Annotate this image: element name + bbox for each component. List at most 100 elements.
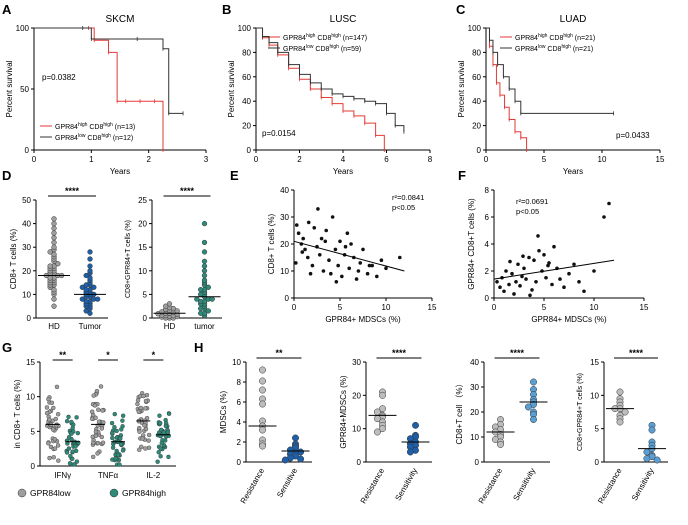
data-point	[327, 258, 331, 263]
y-tick-label: 40	[280, 186, 289, 195]
regression-line	[493, 259, 615, 280]
group-label: Resistance	[359, 466, 387, 505]
data-point	[562, 285, 566, 290]
panel-label-a: A	[2, 2, 12, 17]
legend-part: high	[563, 33, 573, 39]
data-point	[161, 430, 167, 435]
y-tick-label: 0	[237, 458, 242, 467]
data-point	[518, 284, 522, 288]
data-point	[120, 418, 125, 423]
data-point	[406, 448, 414, 456]
significance-stars: **	[59, 350, 67, 360]
data-point	[99, 434, 104, 440]
data-point	[259, 377, 266, 385]
data-point	[109, 420, 115, 426]
data-point	[95, 296, 101, 302]
y-axis-label: MDSCs (%)	[219, 391, 228, 434]
data-point	[205, 308, 211, 314]
data-point	[44, 410, 50, 416]
x-tick-label: 5	[542, 303, 547, 312]
data-point	[163, 303, 169, 309]
legend-label: GPR84high CD8high (n=147)	[283, 33, 367, 42]
data-point	[51, 216, 57, 222]
data-point	[93, 429, 99, 435]
data-point	[93, 433, 99, 438]
y-tick-label: 40	[22, 220, 31, 229]
data-point	[117, 462, 122, 467]
data-point	[137, 447, 142, 452]
y-tick-label: 0	[477, 146, 482, 155]
legend-part: (n=21)	[573, 35, 595, 42]
legend-part: (n=21)	[571, 46, 593, 53]
y-tick-label: 0	[485, 294, 490, 303]
y-tick-label: 5	[31, 427, 36, 436]
p-value: p<0.05	[516, 207, 539, 216]
y-tick-label: 2	[237, 438, 242, 447]
data-point	[137, 425, 142, 431]
data-point	[87, 256, 93, 262]
legend-part: high	[306, 33, 316, 39]
data-point	[118, 436, 123, 441]
data-point	[91, 284, 97, 290]
y-axis-label: Percent survival	[457, 60, 466, 117]
data-point	[527, 255, 531, 260]
data-point	[198, 298, 204, 305]
data-point	[340, 274, 344, 279]
data-point	[115, 452, 121, 458]
chart-title: LUAD	[560, 14, 587, 25]
data-point	[542, 253, 546, 257]
y-tick-label: 10	[352, 425, 361, 434]
x-tick-label: 2	[297, 155, 302, 164]
data-point	[157, 413, 162, 418]
data-point	[110, 445, 116, 450]
y-tick-label: 10	[280, 267, 289, 276]
data-point	[497, 441, 504, 448]
data-point	[92, 403, 98, 408]
data-point	[379, 405, 386, 413]
r-squared: r²=0.0841	[392, 193, 424, 202]
data-point	[530, 378, 537, 386]
legend-part: high	[103, 122, 113, 128]
data-point	[495, 280, 499, 284]
data-point	[87, 249, 93, 255]
data-point	[112, 411, 117, 417]
data-point	[398, 255, 402, 260]
data-point	[135, 401, 140, 407]
x-tick-label: 4	[341, 155, 346, 164]
y-tick-label: 0	[595, 458, 600, 467]
y-tick-label: 40	[472, 97, 481, 106]
data-point	[47, 263, 53, 269]
y-tick-label: 0	[247, 146, 252, 155]
data-point	[347, 266, 352, 271]
data-point	[201, 220, 208, 227]
data-point	[336, 263, 340, 268]
data-point	[67, 461, 73, 466]
panel-label-d: D	[2, 168, 11, 183]
group-label: Tumor	[79, 322, 102, 331]
x-tick-label: 0	[292, 303, 297, 312]
y-tick-label: 20	[280, 240, 289, 249]
data-point	[79, 284, 85, 290]
y-tick-label: 100	[468, 24, 482, 33]
y-axis-label: CD8+GPR84+T cells (%)	[577, 373, 584, 451]
y-axis-label: Percent survival	[227, 60, 236, 117]
data-point	[201, 263, 208, 269]
y-tick-label: 0	[31, 462, 36, 471]
regression-line	[293, 240, 405, 272]
group-label: Sensitivity	[511, 467, 537, 503]
data-point	[508, 259, 512, 264]
data-point	[51, 239, 57, 246]
data-point	[303, 247, 307, 252]
y-tick-label: 40	[470, 358, 479, 367]
data-point	[113, 456, 118, 461]
legend-label: GPR84low	[30, 488, 71, 498]
y-tick-label: 100	[238, 24, 252, 33]
data-point	[51, 303, 57, 309]
survival-curve-1	[486, 27, 614, 114]
data-point	[138, 405, 144, 411]
x-tick-label: 10	[590, 303, 599, 312]
y-tick-label: 10	[470, 433, 479, 442]
data-point	[516, 262, 520, 267]
data-point	[510, 271, 514, 276]
